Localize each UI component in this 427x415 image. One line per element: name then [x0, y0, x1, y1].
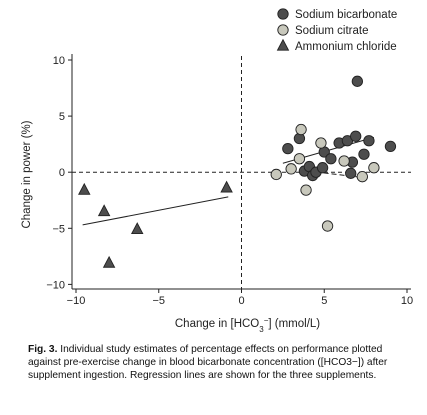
- legend-label: Sodium bicarbonate: [295, 9, 397, 21]
- legend-marker: [277, 24, 289, 36]
- data-point: [384, 140, 397, 153]
- legend-marker: [276, 38, 290, 51]
- legend-marker: [277, 8, 289, 20]
- data-point: [338, 155, 350, 167]
- data-point: [220, 180, 233, 193]
- figure-caption: Fig. 3. Individual study estimates of pe…: [28, 344, 410, 382]
- data-point: [358, 148, 370, 160]
- data-point: [325, 153, 337, 165]
- caption-label: Fig. 3.: [28, 344, 58, 355]
- data-point: [300, 184, 312, 196]
- axis-labels: Change in power (%) Change in [HCO3−] (mm…: [21, 120, 320, 333]
- data-point: [316, 162, 329, 174]
- y-tick-label: −5: [52, 223, 65, 235]
- y-tick-label: 0: [59, 167, 65, 179]
- data-points: [78, 75, 397, 268]
- data-point: [130, 222, 144, 235]
- data-point: [102, 255, 116, 268]
- legend: Sodium bicarbonate Sodium citrate Ammonium…: [276, 8, 397, 53]
- data-point: [351, 75, 363, 87]
- data-point: [321, 220, 334, 232]
- y-tick-label: −10: [46, 279, 65, 291]
- y-tick-label: 5: [59, 111, 65, 123]
- x-tick-label: 0: [238, 295, 244, 307]
- data-point: [315, 137, 327, 149]
- axes: −10 −5 0 5 10 −10 −5 0 5 10: [46, 54, 413, 307]
- x-tick-label: 5: [321, 295, 327, 307]
- data-point: [285, 163, 297, 175]
- x-tick-label: −5: [152, 295, 165, 307]
- y-axis-label: Change in power (%): [21, 120, 33, 228]
- regression-lines: [82, 136, 375, 226]
- data-point: [356, 171, 368, 183]
- x-tick-label: −10: [67, 295, 86, 307]
- data-point: [295, 123, 307, 136]
- data-point: [78, 182, 91, 195]
- data-point: [363, 135, 375, 147]
- data-point: [293, 153, 306, 165]
- regression-line: [82, 196, 229, 226]
- x-tick-label: 10: [401, 295, 413, 307]
- y-tick-label: 10: [53, 55, 65, 67]
- x-axis-label: Change in [HCO3−] (mmol/L): [175, 316, 320, 334]
- data-point: [282, 142, 294, 155]
- data-point: [345, 167, 357, 179]
- data-point: [97, 204, 111, 217]
- caption-text: Individual study estimates of percentage…: [28, 344, 388, 381]
- data-point: [368, 162, 380, 174]
- data-point: [350, 130, 362, 142]
- legend-label: Sodium citrate: [295, 25, 369, 37]
- legend-label: Ammonium chloride: [295, 41, 397, 53]
- data-point: [270, 168, 282, 181]
